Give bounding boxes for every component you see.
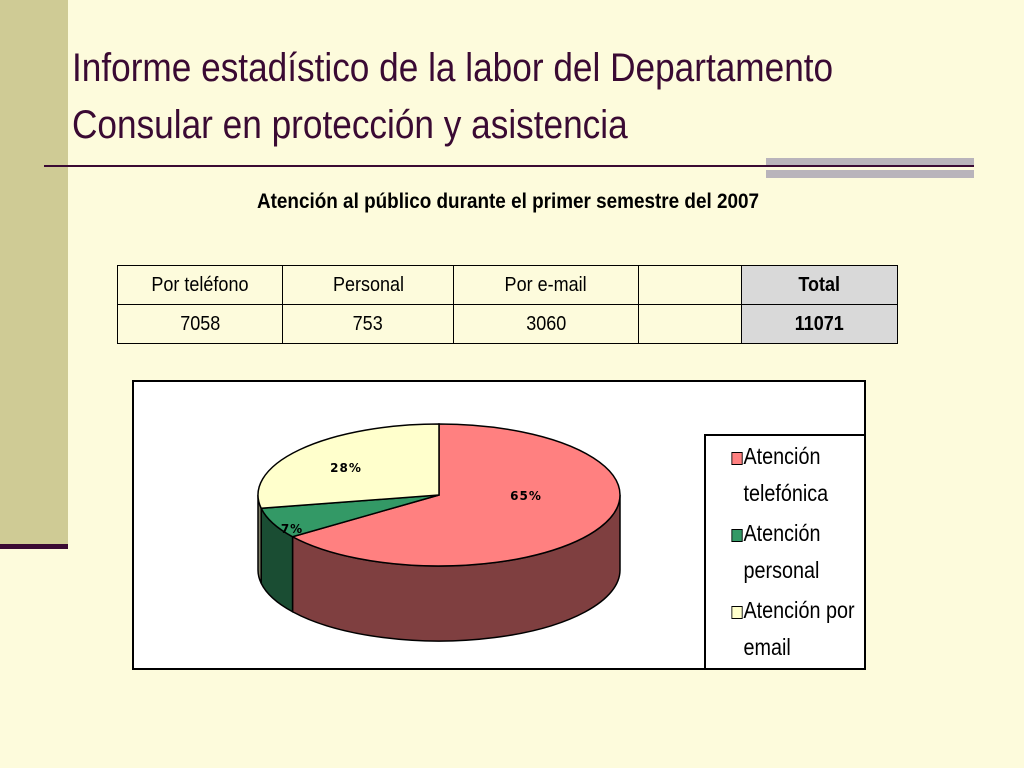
table-row: 7058 753 3060 11071 (117, 304, 898, 344)
table-header-row: Por teléfono Personal Por e-mail Total (117, 265, 898, 305)
table-cell: 7058 (117, 304, 283, 344)
pie-chart: 65% 7% 28% (257, 423, 621, 642)
legend-swatch (731, 452, 743, 465)
table-cell (638, 304, 742, 344)
legend-label: telefónica (743, 480, 829, 506)
table-cell: 3060 (453, 304, 639, 344)
legend-label: Atención por (743, 597, 855, 623)
title-divider-accent-top (766, 158, 974, 165)
table-cell: 753 (282, 304, 454, 344)
pie-slice (290, 423, 621, 567)
table-total-cell: 11071 (741, 304, 898, 344)
pie-chart-area: 65% 7% 28% Atención telefónica Atención pe… (132, 380, 866, 670)
slide-title-line-2: Consular en protección y asistencia (72, 103, 628, 147)
pie-percent-label: 28% (330, 461, 362, 475)
legend-label: Atención (743, 443, 821, 469)
chart-legend: Atención telefónica Atención personal At… (704, 434, 864, 668)
left-accent-bar (0, 0, 68, 548)
table-header-cell: Por e-mail (453, 265, 639, 305)
slide-title: Informe estadístico de la labor del Depa… (72, 40, 899, 154)
title-divider-accent-bottom (766, 170, 974, 178)
slide-title-line-1: Informe estadístico de la labor del Depa… (72, 46, 834, 90)
table-header-total: Total (741, 265, 898, 305)
legend-label: email (743, 634, 791, 660)
left-accent-bar-line (0, 544, 68, 549)
pie-percent-label: 7% (281, 522, 303, 536)
pie-percent-label: 65% (510, 489, 542, 503)
title-divider (44, 165, 974, 167)
chart-subtitle: Atención al público durante el primer se… (256, 190, 760, 213)
pie-slice (257, 423, 440, 510)
table-header-cell: Personal (282, 265, 454, 305)
table-header-cell: Por teléfono (117, 265, 283, 305)
legend-label: Atención (743, 520, 821, 546)
legend-label: personal (743, 557, 820, 583)
statistics-table: Por teléfono Personal Por e-mail Total 7… (117, 265, 898, 344)
legend-swatch (731, 529, 743, 542)
legend-swatch (731, 606, 743, 619)
table-header-cell (638, 265, 742, 305)
